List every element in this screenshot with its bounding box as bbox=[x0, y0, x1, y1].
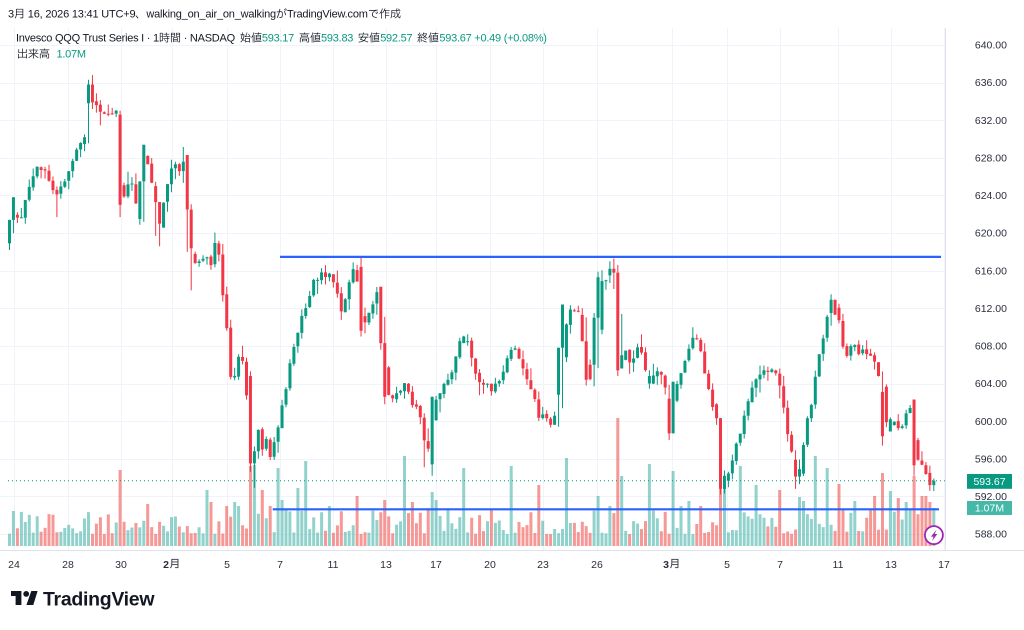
svg-text:13: 13 bbox=[380, 559, 392, 571]
svg-text:620.00: 620.00 bbox=[975, 228, 1007, 240]
svg-text:11: 11 bbox=[328, 559, 339, 571]
svg-text:600.00: 600.00 bbox=[975, 416, 1007, 428]
svg-text:640.00: 640.00 bbox=[975, 40, 1007, 52]
svg-text:2: 2 bbox=[163, 559, 169, 571]
svg-text:7: 7 bbox=[277, 559, 283, 571]
svg-text:588.00: 588.00 bbox=[975, 529, 1007, 541]
svg-text:616.00: 616.00 bbox=[975, 265, 1007, 277]
svg-text:1.07M: 1.07M bbox=[975, 503, 1004, 515]
svg-text:30: 30 bbox=[115, 559, 127, 571]
svg-text:11: 11 bbox=[833, 559, 844, 571]
svg-text:5: 5 bbox=[224, 559, 230, 571]
svg-text:7: 7 bbox=[777, 559, 783, 571]
svg-text:17: 17 bbox=[430, 559, 442, 571]
svg-text:596.00: 596.00 bbox=[975, 453, 1007, 465]
svg-text:24: 24 bbox=[8, 559, 20, 571]
svg-text:604.00: 604.00 bbox=[975, 378, 1007, 390]
svg-text:624.00: 624.00 bbox=[975, 190, 1007, 202]
svg-text:26: 26 bbox=[591, 559, 603, 571]
svg-text:632.00: 632.00 bbox=[975, 115, 1007, 127]
svg-text:17: 17 bbox=[938, 559, 950, 571]
svg-text:628.00: 628.00 bbox=[975, 152, 1007, 164]
svg-text:28: 28 bbox=[62, 559, 74, 571]
svg-text:13: 13 bbox=[885, 559, 897, 571]
svg-text:593.67: 593.67 bbox=[973, 476, 1005, 488]
svg-text:612.00: 612.00 bbox=[975, 303, 1007, 315]
svg-text:TradingView: TradingView bbox=[43, 589, 155, 611]
svg-text:20: 20 bbox=[484, 559, 496, 571]
svg-text:3: 3 bbox=[663, 559, 669, 571]
svg-text:592.00: 592.00 bbox=[975, 491, 1007, 503]
svg-text:5: 5 bbox=[724, 559, 730, 571]
svg-text:608.00: 608.00 bbox=[975, 341, 1007, 353]
svg-text:636.00: 636.00 bbox=[975, 77, 1007, 89]
svg-text:23: 23 bbox=[537, 559, 549, 571]
